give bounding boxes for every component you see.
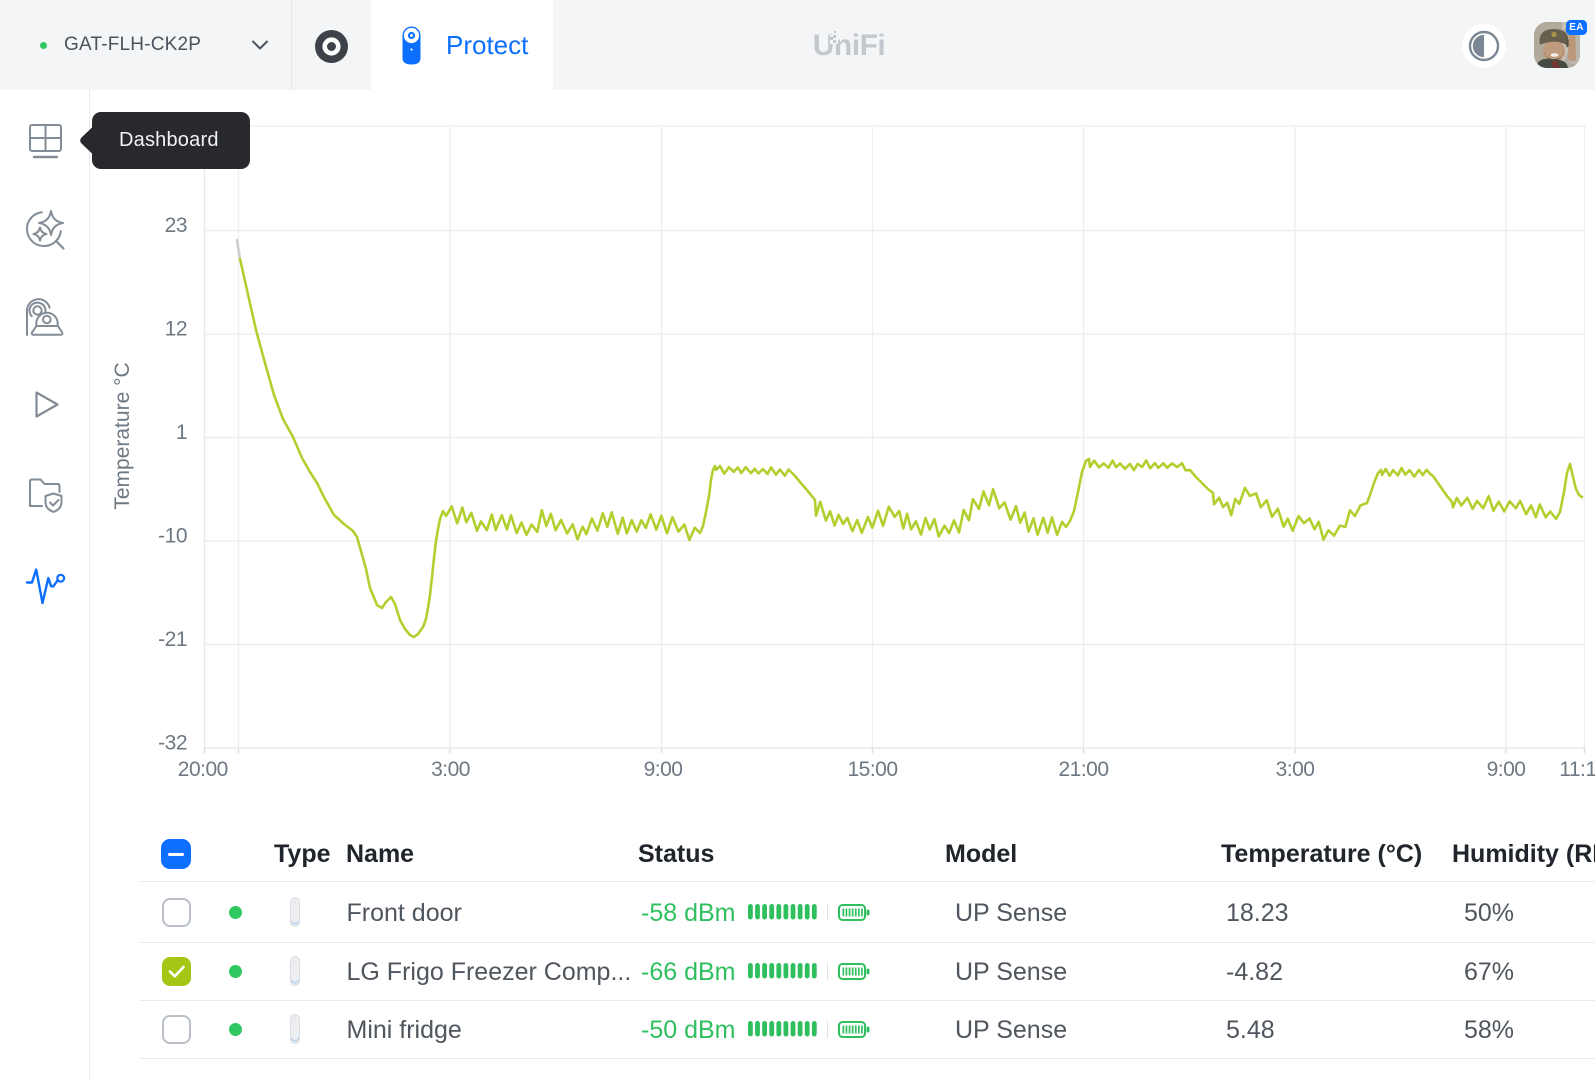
svg-text:11:15: 11:15 (1559, 758, 1595, 781)
svg-text:21:00: 21:00 (1058, 758, 1108, 781)
svg-text:Temperature °C: Temperature °C (111, 362, 134, 509)
svg-text:-10: -10 (158, 525, 187, 548)
svg-text:-32: -32 (158, 732, 187, 755)
svg-text:1: 1 (176, 421, 187, 444)
svg-text:12: 12 (165, 318, 187, 341)
svg-text:20:00: 20:00 (178, 758, 228, 781)
svg-text:9:00: 9:00 (644, 758, 683, 781)
svg-text:9:00: 9:00 (1487, 758, 1526, 781)
svg-text:23: 23 (165, 214, 187, 237)
svg-text:-21: -21 (158, 628, 187, 651)
svg-text:3:00: 3:00 (431, 758, 470, 781)
svg-text:3:00: 3:00 (1276, 758, 1315, 781)
svg-text:15:00: 15:00 (847, 758, 897, 781)
